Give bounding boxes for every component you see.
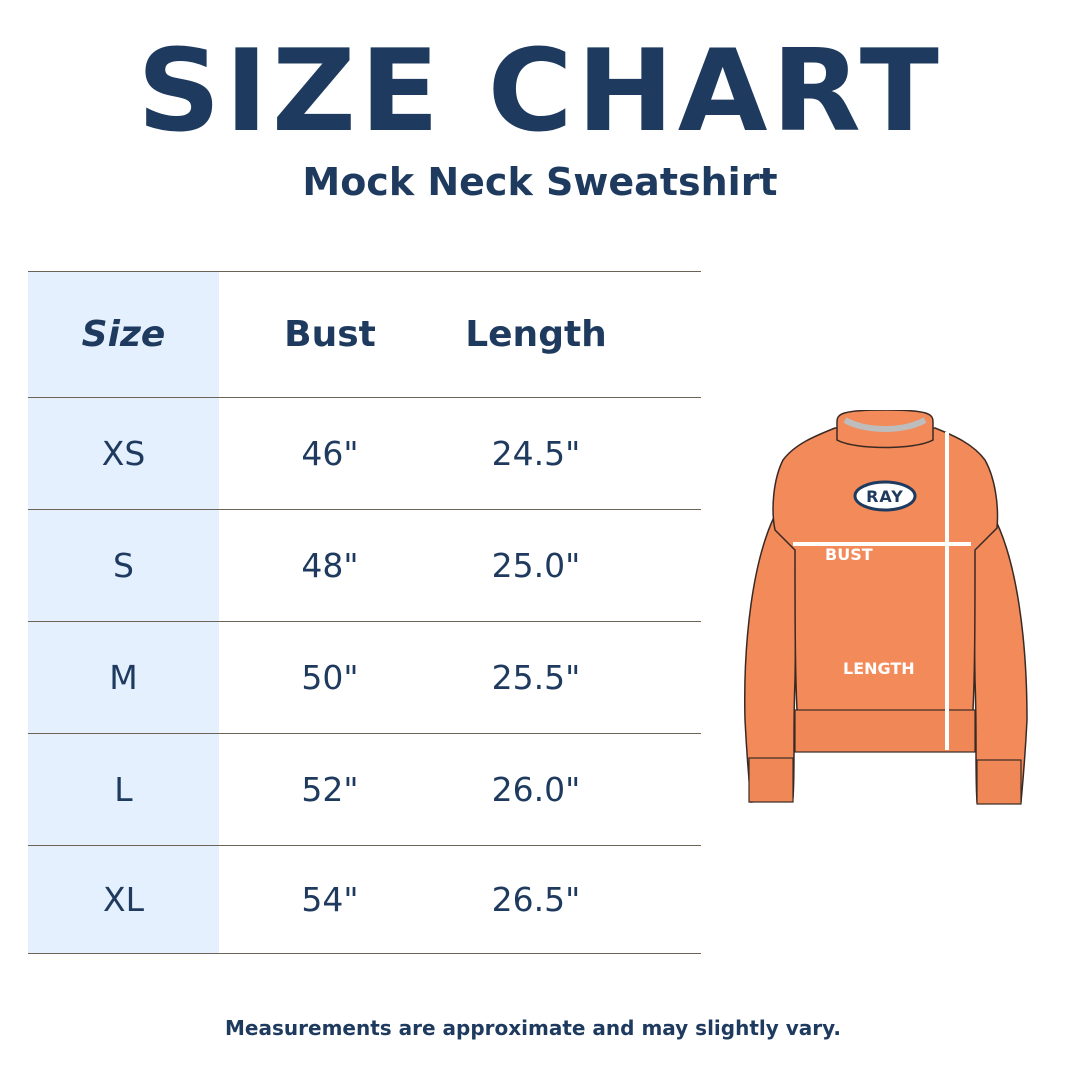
neck-inner	[843, 417, 927, 432]
right-cuff	[976, 759, 1022, 805]
length-cell: 26.5"	[491, 880, 581, 919]
size-cell: M	[28, 622, 219, 733]
table-row: XL 54" 26.5"	[28, 845, 701, 954]
column-header-size: Size	[28, 272, 219, 397]
right-sleeve	[972, 513, 1028, 803]
bust-cell: 54"	[301, 880, 359, 919]
size-cell: XS	[28, 398, 219, 509]
logo-text: RAY	[866, 487, 904, 506]
length-cell: 25.5"	[491, 658, 581, 697]
size-cell: L	[28, 734, 219, 845]
column-header-bust: Bust	[284, 314, 376, 355]
length-cell: 25.0"	[491, 546, 581, 585]
table-header-row: Size Bust Length	[28, 271, 701, 397]
table-row: L 52" 26.0"	[28, 733, 701, 845]
size-cell: XL	[28, 846, 219, 953]
length-cell: 26.0"	[491, 770, 581, 809]
body	[772, 427, 999, 751]
bust-label: BUST	[825, 545, 873, 564]
logo-patch	[853, 480, 917, 512]
size-cell: S	[28, 510, 219, 621]
left-sleeve	[744, 513, 798, 803]
page-subtitle: Mock Neck Sweatshirt	[302, 160, 778, 204]
size-table: Size Bust Length XS 46" 24.5" S 48" 25.0…	[28, 271, 701, 954]
length-cell: 24.5"	[491, 434, 581, 473]
table-row: XS 46" 24.5"	[28, 397, 701, 509]
measurement-note: Measurements are approximate and may sli…	[225, 1016, 841, 1040]
bust-cell: 48"	[301, 546, 359, 585]
column-header-length: Length	[465, 314, 607, 355]
sweatshirt-illustration: RAY BUST LENGTH	[744, 410, 1028, 805]
table-row: M 50" 25.5"	[28, 621, 701, 733]
table-row: S 48" 25.0"	[28, 509, 701, 621]
bust-cell: 50"	[301, 658, 359, 697]
left-cuff	[748, 757, 794, 803]
bust-cell: 52"	[301, 770, 359, 809]
bust-cell: 46"	[301, 434, 359, 473]
length-label: LENGTH	[843, 659, 915, 678]
page-title: SIZE CHART	[137, 25, 943, 158]
